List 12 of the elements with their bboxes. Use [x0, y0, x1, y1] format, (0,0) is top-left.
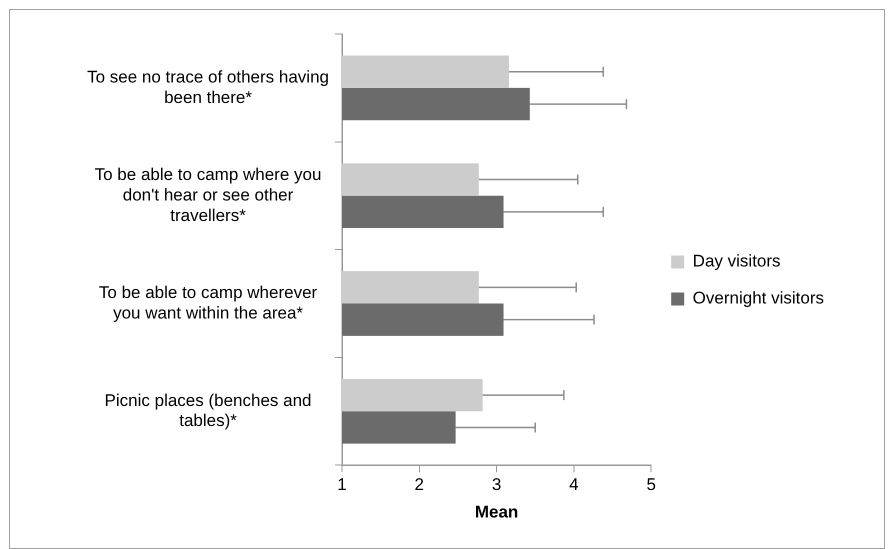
x-tick-label: 2 — [414, 475, 424, 494]
y-tick-label: Picnic places (benches and tables)* — [104, 390, 312, 430]
x-tick-label: 5 — [646, 475, 656, 494]
legend-label: Overnight visitors — [692, 288, 824, 308]
x-tick-label: 1 — [337, 475, 347, 494]
legend-label: Day visitors — [692, 252, 781, 271]
y-tick-label: To be able to camp wherever you want within the area* — [98, 282, 318, 322]
y-tick-label: To be able to camp where you don't hear or see other travellers* — [94, 164, 322, 225]
x-tick-label: 3 — [492, 475, 502, 494]
x-axis-title: Mean — [474, 502, 518, 522]
y-tick-label: To see no trace of others having been there* — [87, 67, 330, 107]
x-tick-label: 4 — [569, 475, 579, 494]
